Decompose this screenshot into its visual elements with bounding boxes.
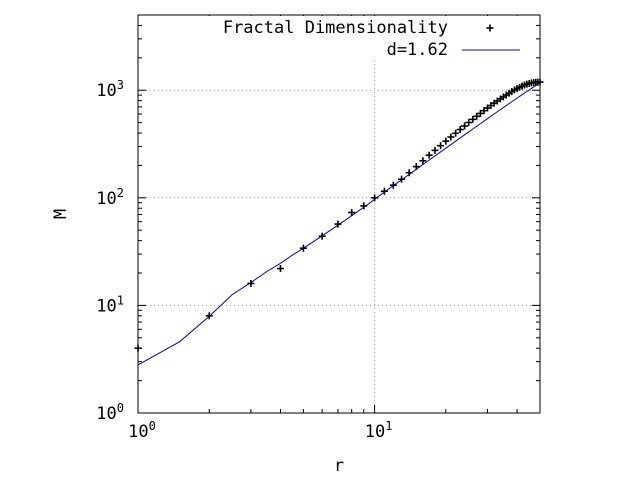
data-point xyxy=(371,194,379,202)
data-point xyxy=(536,78,544,86)
data-point xyxy=(348,209,356,217)
data-point xyxy=(205,312,213,320)
fit-line-layer xyxy=(137,82,541,366)
legend-label: Fractal Dimensionality xyxy=(223,18,448,38)
legend-point-sample xyxy=(486,24,494,32)
y-axis-label: M xyxy=(51,209,71,219)
data-point xyxy=(442,137,450,145)
data-point xyxy=(447,133,455,141)
data-points-layer xyxy=(134,78,544,352)
data-point xyxy=(456,126,464,134)
x-tick-label: 101 xyxy=(365,419,393,442)
data-point xyxy=(465,119,473,127)
data-point xyxy=(412,163,420,171)
data-point xyxy=(425,151,433,159)
data-point xyxy=(431,146,439,154)
y-tick-label: 102 xyxy=(96,186,124,209)
data-point xyxy=(276,265,284,273)
data-point xyxy=(419,157,427,165)
x-axis-label: r xyxy=(334,456,344,476)
data-point xyxy=(437,142,445,150)
y-tick-label: 100 xyxy=(96,401,124,424)
data-point xyxy=(247,279,255,287)
y-tick-label: 103 xyxy=(96,78,124,101)
data-point xyxy=(360,202,368,210)
data-point xyxy=(469,115,477,123)
y-tick-label: 101 xyxy=(96,293,124,316)
data-point xyxy=(318,232,326,240)
legend-background xyxy=(178,16,522,60)
x-tick-label: 100 xyxy=(128,419,156,442)
legend-label: d=1.62 xyxy=(387,40,448,60)
data-point xyxy=(334,220,342,228)
data-point xyxy=(473,112,481,120)
fit-line xyxy=(137,82,541,366)
data-point xyxy=(380,187,388,195)
plot-frame xyxy=(137,14,541,414)
data-point xyxy=(398,175,406,183)
data-point xyxy=(405,169,413,177)
axes: 100 101 100 101 102 103 xyxy=(96,14,541,442)
data-point xyxy=(452,129,460,137)
grid xyxy=(138,60,540,413)
data-point xyxy=(389,181,397,189)
data-point xyxy=(134,344,142,352)
data-point xyxy=(476,109,484,117)
data-point xyxy=(299,244,307,252)
data-point xyxy=(461,122,469,130)
